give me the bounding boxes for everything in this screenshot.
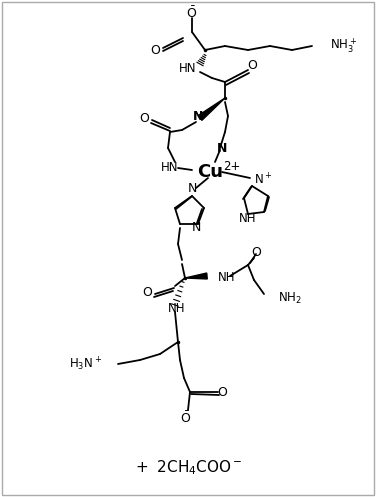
Text: NH: NH [218,270,235,283]
Text: O: O [251,246,261,258]
Text: N: N [193,109,203,122]
Text: O: O [217,386,227,399]
Text: Cu: Cu [197,163,223,181]
Text: HN: HN [179,62,196,75]
Text: O: O [142,285,152,299]
Text: NH: NH [168,302,186,315]
Text: N: N [217,142,227,155]
Text: $\bar{\rm O}$: $\bar{\rm O}$ [186,5,197,21]
Polygon shape [198,98,225,120]
Text: $\rm N^+$: $\rm N^+$ [254,172,273,188]
Text: NH: NH [239,212,257,225]
Text: N: N [187,181,197,194]
Text: O: O [150,44,160,57]
Text: $\rm H_3N^+$: $\rm H_3N^+$ [69,355,102,373]
Text: HN: HN [161,161,179,173]
Text: O: O [247,59,257,72]
Text: O: O [139,111,149,125]
Text: $\rm NH_3^+$: $\rm NH_3^+$ [330,37,357,55]
Text: $\bar{\rm O}$: $\bar{\rm O}$ [180,410,191,426]
Text: $\rm NH_2$: $\rm NH_2$ [278,290,302,306]
Text: N: N [191,221,201,234]
Text: 2+: 2+ [223,160,241,172]
Polygon shape [185,273,207,279]
Text: $\rm + \ 2CH_4COO^-$: $\rm + \ 2CH_4COO^-$ [133,459,243,477]
